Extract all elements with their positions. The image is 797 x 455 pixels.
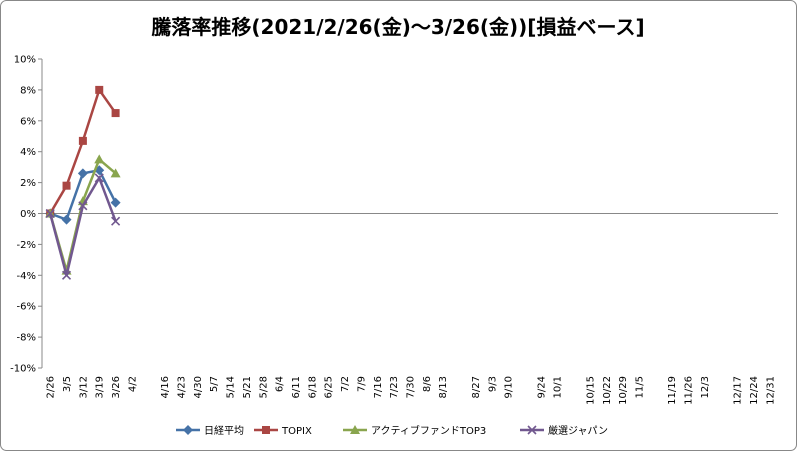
- chart-title: 騰落率推移(2021/2/26(金)～3/26(金))[損益ベース]: [151, 15, 644, 39]
- x-tick-label: 5/21: [242, 376, 253, 398]
- x-tick-label: 11/5: [634, 376, 645, 398]
- x-tick-label: 12/17: [733, 376, 744, 405]
- marker: [61, 270, 72, 280]
- x-tick-label: 3/26: [111, 376, 122, 398]
- marker: [183, 425, 193, 435]
- x-tick-label: 11/19: [667, 376, 678, 405]
- legend-label: アクティブファンドTOP3: [371, 424, 486, 437]
- marker: [62, 181, 71, 190]
- y-tick-label: 2%: [20, 178, 36, 189]
- y-tick-label: 0%: [20, 209, 36, 220]
- x-tick-label: 4/16: [160, 376, 171, 398]
- x-tick-label: 7/2: [340, 376, 351, 392]
- y-tick-label: 8%: [20, 85, 36, 96]
- marker: [45, 208, 55, 219]
- x-tick-label: 9/24: [536, 376, 547, 398]
- marker: [527, 425, 537, 435]
- marker: [94, 173, 104, 183]
- x-tick-label: 7/9: [356, 376, 367, 392]
- x-tick-label: 10/15: [585, 376, 596, 405]
- x-tick-label: 7/23: [389, 376, 400, 398]
- x-tick-label: 6/18: [307, 376, 318, 398]
- x-tick-label: 10/29: [618, 376, 629, 405]
- x-tick-label: 12/24: [749, 376, 760, 405]
- y-tick-label: -6%: [17, 302, 36, 313]
- x-tick-label: 6/4: [275, 376, 286, 392]
- x-tick-label: 3/19: [95, 376, 106, 398]
- marker: [77, 168, 88, 179]
- marker: [78, 201, 88, 211]
- legend-label: 日経平均: [204, 424, 244, 437]
- marker: [110, 168, 121, 178]
- x-tick-label: 12/31: [765, 376, 776, 405]
- y-tick-label: 4%: [20, 147, 36, 158]
- x-tick-label: 12/3: [700, 376, 711, 398]
- legend-label: 厳選ジャパン: [548, 424, 608, 437]
- x-tick-label: 2/26: [46, 376, 57, 398]
- x-tick-label: 6/25: [324, 376, 335, 398]
- x-tick-label: 3/12: [78, 376, 89, 398]
- y-tick-label: -8%: [17, 333, 36, 344]
- y-tick-label: -2%: [17, 240, 36, 251]
- marker: [95, 85, 104, 94]
- x-tick-label: 5/28: [258, 376, 269, 398]
- x-tick-label: 9/10: [504, 376, 515, 398]
- marker: [61, 214, 72, 225]
- legend-label: TOPIX: [281, 426, 312, 437]
- x-tick-label: 4/23: [177, 376, 188, 398]
- x-tick-label: 5/14: [226, 376, 237, 398]
- x-tick-label: 7/30: [406, 376, 417, 398]
- x-tick-label: 8/13: [438, 376, 449, 398]
- x-tick-label: 5/7: [209, 376, 220, 392]
- y-tick-label: -4%: [17, 271, 36, 282]
- legend: 日経平均 TOPIX アクティブファンドTOP3 厳選ジャパン: [176, 424, 608, 437]
- marker: [350, 425, 360, 434]
- y-tick-label: 10%: [14, 55, 36, 66]
- x-tick-label: 7/16: [373, 376, 384, 398]
- x-tick-label: 9/3: [487, 376, 498, 392]
- marker: [262, 426, 270, 434]
- x-tick-label: 11/26: [684, 376, 695, 405]
- x-tick-label: 10/22: [602, 376, 613, 405]
- x-tick-label: 8/6: [422, 376, 433, 392]
- x-tick-label: 10/1: [553, 376, 564, 398]
- y-tick-label: 6%: [20, 116, 36, 127]
- x-tick-label: 4/30: [193, 376, 204, 398]
- x-tick-label: 8/27: [471, 376, 482, 398]
- y-tick-label: -10%: [10, 364, 36, 375]
- x-tick-label: 3/5: [62, 376, 73, 392]
- marker: [94, 154, 105, 164]
- marker: [111, 216, 121, 226]
- marker: [111, 109, 120, 118]
- marker: [78, 136, 87, 145]
- x-tick-label: 4/2: [127, 376, 138, 392]
- marker: [110, 197, 121, 208]
- x-tick-label: 6/11: [291, 376, 302, 398]
